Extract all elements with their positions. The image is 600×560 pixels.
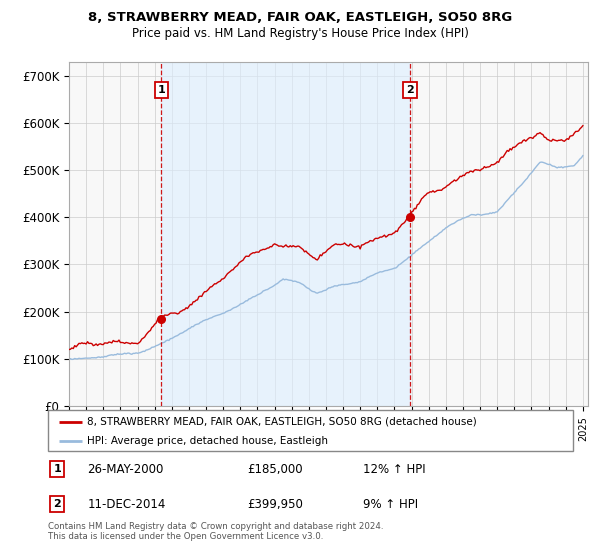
FancyBboxPatch shape (48, 410, 573, 451)
Text: £185,000: £185,000 (248, 463, 303, 475)
Text: 9% ↑ HPI: 9% ↑ HPI (363, 498, 418, 511)
Text: 2: 2 (53, 499, 61, 509)
Text: 1: 1 (158, 85, 166, 95)
Text: 11-DEC-2014: 11-DEC-2014 (88, 498, 166, 511)
Text: 8, STRAWBERRY MEAD, FAIR OAK, EASTLEIGH, SO50 8RG (detached house): 8, STRAWBERRY MEAD, FAIR OAK, EASTLEIGH,… (88, 417, 477, 427)
Bar (161, 62, 410, 406)
Text: HPI: Average price, detached house, Eastleigh: HPI: Average price, detached house, East… (88, 436, 328, 446)
Text: Contains HM Land Registry data © Crown copyright and database right 2024.
This d: Contains HM Land Registry data © Crown c… (48, 522, 383, 542)
Text: 8, STRAWBERRY MEAD, FAIR OAK, EASTLEIGH, SO50 8RG: 8, STRAWBERRY MEAD, FAIR OAK, EASTLEIGH,… (88, 11, 512, 24)
Text: 12% ↑ HPI: 12% ↑ HPI (363, 463, 425, 475)
Text: £399,950: £399,950 (248, 498, 304, 511)
Text: 26-MAY-2000: 26-MAY-2000 (88, 463, 164, 475)
Text: 1: 1 (53, 464, 61, 474)
Text: 2: 2 (406, 85, 414, 95)
Text: Price paid vs. HM Land Registry's House Price Index (HPI): Price paid vs. HM Land Registry's House … (131, 27, 469, 40)
